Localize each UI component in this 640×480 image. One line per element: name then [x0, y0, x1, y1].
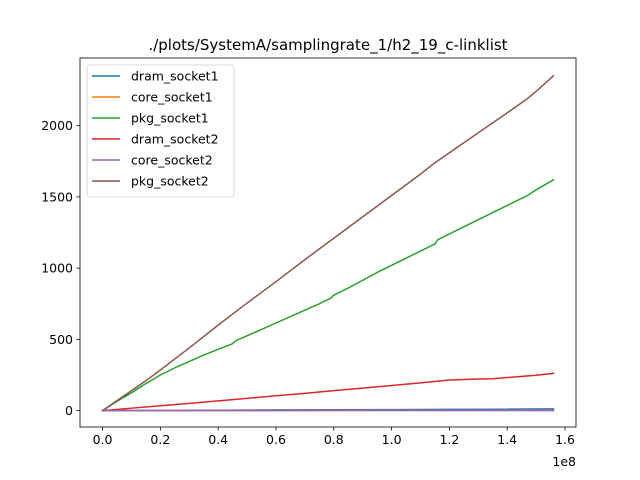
y-tick-label: 2000	[41, 118, 73, 133]
x-tick-label: 0.2	[150, 432, 170, 447]
legend-label-pkg-socket2: pkg_socket2	[131, 174, 209, 189]
y-tick-label: 500	[49, 332, 73, 347]
plot-frame	[79, 57, 577, 428]
legend-label-dram-socket2: dram_socket2	[131, 132, 219, 147]
legend-label-core-socket1: core_socket1	[131, 90, 213, 105]
y-tick-label: 0	[65, 403, 73, 418]
y-tick-label: 1500	[41, 189, 73, 204]
x-tick-label: 0.4	[208, 432, 228, 447]
chart-title: ./plots/SystemA/samplingrate_1/h2_19_c-l…	[148, 36, 507, 55]
x-tick-label: 0.8	[324, 432, 344, 447]
legend-box	[86, 64, 235, 198]
x-tick-label: 1.4	[497, 432, 517, 447]
series-line-pkg-socket2	[101, 74, 555, 412]
x-axis: 0.0 0.2 0.4 0.6 0.8 1.0 1.2 1.4 1.6	[93, 427, 575, 447]
x-offset-label: 1e8	[552, 454, 576, 469]
x-tick-label: 1.6	[555, 432, 575, 447]
x-tick-label: 0.6	[266, 432, 286, 447]
legend-label-pkg-socket1: pkg_socket1	[131, 111, 209, 126]
series-line-pkg-socket1	[101, 178, 555, 412]
legend-label-core-socket2: core_socket2	[131, 153, 213, 168]
y-axis: 0 500 1000 1500 2000	[41, 118, 80, 418]
series-layer	[101, 74, 555, 412]
legend: dram_socket1 core_socket1 pkg_socket1 dram_…	[86, 64, 235, 198]
legend-label-dram-socket1: dram_socket1	[131, 69, 219, 84]
x-tick-label: 1.0	[382, 432, 402, 447]
x-tick-label: 0.0	[93, 432, 113, 447]
series-line-dram-socket2	[101, 372, 555, 412]
x-tick-label: 1.2	[439, 432, 459, 447]
y-tick-label: 1000	[41, 261, 73, 276]
